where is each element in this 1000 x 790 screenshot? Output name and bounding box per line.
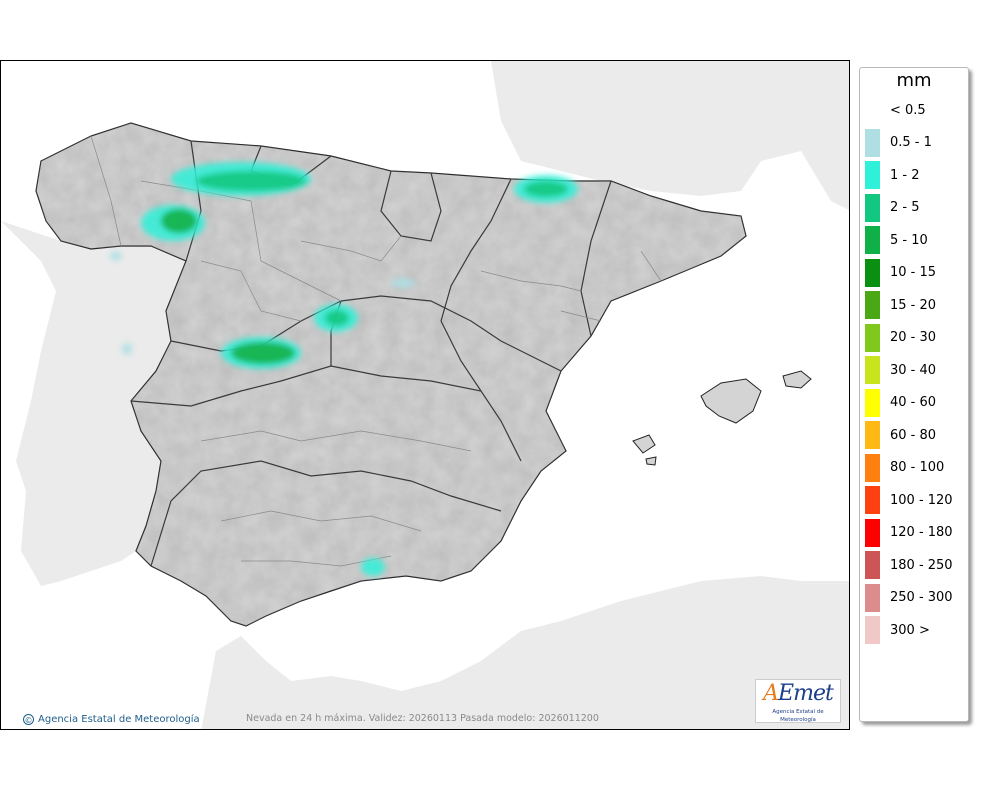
legend-label: 1 - 2 — [890, 167, 920, 183]
legend-label: 60 - 80 — [890, 427, 937, 443]
legend-row: 1 - 2 — [865, 161, 920, 189]
legend-swatch — [865, 551, 880, 579]
legend-swatch — [865, 291, 880, 319]
legend-row: 30 - 40 — [865, 356, 936, 384]
legend-swatch — [865, 583, 880, 612]
legend-row: 60 - 80 — [865, 421, 936, 449]
legend-row: 0.5 - 1 — [865, 128, 932, 157]
legend-label: 20 - 30 — [890, 330, 937, 345]
legend-swatch — [865, 616, 880, 644]
snow-area-iberico — [391, 278, 415, 288]
legend-row: 20 - 30 — [865, 323, 937, 352]
ibiza-island — [632, 434, 656, 454]
legend-label: 0.5 - 1 — [890, 135, 932, 150]
legend-swatch — [865, 323, 880, 352]
snow-area-leon-core — [161, 209, 197, 233]
legend-swatch — [865, 356, 880, 384]
legend-label: 10 - 15 — [890, 265, 937, 280]
legend-swatch — [865, 388, 880, 417]
legend-swatch — [865, 518, 880, 547]
snow-area-portugal — [122, 343, 132, 355]
legend-swatch — [865, 161, 880, 189]
legend-label: 250 - 300 — [890, 590, 953, 605]
aemet-logo-mark: AEmet — [763, 681, 834, 706]
legend-label: 100 - 120 — [890, 492, 953, 508]
legend-row: < 0.5 — [865, 96, 926, 124]
legend-row: 15 - 20 — [865, 291, 936, 319]
formentera-island — [645, 456, 657, 466]
legend-row: 100 - 120 — [865, 486, 953, 514]
portugal-land — [1, 221, 186, 586]
legend-label: 2 - 5 — [890, 200, 920, 215]
legend-label: 15 - 20 — [890, 297, 937, 313]
legend-label: 40 - 60 — [890, 395, 937, 410]
province-borders — [90, 135, 662, 567]
legend-row: 180 - 250 — [865, 551, 953, 579]
legend-label: 120 - 180 — [890, 525, 953, 540]
legend-label: 180 - 250 — [890, 557, 953, 573]
credit-text: Agencia Estatal de Meteorología — [38, 714, 200, 725]
credit-link[interactable]: © Agencia Estatal de Meteorología — [23, 714, 200, 725]
legend-row: 120 - 180 — [865, 518, 953, 547]
legend-row: 300 > — [865, 616, 930, 644]
legend-row: 40 - 60 — [865, 388, 937, 417]
iberia-map-svg — [1, 61, 849, 729]
snow-area-cantabria-core — [196, 171, 306, 191]
legend-swatch — [865, 226, 880, 254]
legend-label: 300 > — [890, 622, 930, 638]
copyright-icon: © — [23, 714, 34, 725]
legend-swatch — [865, 421, 880, 449]
snowfall-map: © Agencia Estatal de Meteorología Nevada… — [0, 60, 850, 730]
legend-label: 80 - 100 — [890, 460, 945, 475]
legend-swatch — [865, 96, 880, 124]
mallorca-island — [700, 378, 762, 424]
legend-swatch — [865, 453, 880, 482]
france-land — [491, 61, 849, 210]
legend-row: 80 - 100 — [865, 453, 945, 482]
region-borders — [130, 140, 612, 567]
legend-unit: mm — [896, 70, 932, 91]
legend-swatch — [865, 258, 880, 287]
snow-area-galicia-small — [110, 251, 122, 261]
map-caption: Nevada en 24 h máxima. Validez: 20260113… — [246, 713, 599, 724]
menorca-island — [782, 370, 812, 389]
legend-swatch — [865, 486, 880, 514]
legend-label: 5 - 10 — [890, 232, 928, 248]
snow-area-guadarrama-core — [325, 310, 349, 326]
africa-land — [201, 576, 849, 729]
legend-swatch — [865, 128, 880, 157]
legend-row: 10 - 15 — [865, 258, 937, 287]
snow-area-gredos-core — [231, 342, 295, 364]
legend-label: < 0.5 — [890, 102, 926, 118]
legend-swatch — [865, 193, 880, 222]
legend-row: 5 - 10 — [865, 226, 928, 254]
legend-panel: mm < 0.5 0.5 - 1 1 - 2 2 - 5 5 - 10 10 - 15 15… — [859, 67, 969, 722]
snow-area-navarra-core — [524, 181, 568, 197]
legend-label: 30 - 40 — [890, 362, 937, 378]
legend-row: 2 - 5 — [865, 193, 920, 222]
legend-row: 250 - 300 — [865, 583, 953, 612]
aemet-logo-subtitle: Agencia Estatal de Meteorología — [772, 709, 824, 723]
snowfall-areas — [110, 162, 578, 576]
snow-area-sierra-nevada — [361, 558, 385, 576]
aemet-logo: AEmet Agencia Estatal de Meteorología — [755, 679, 841, 723]
